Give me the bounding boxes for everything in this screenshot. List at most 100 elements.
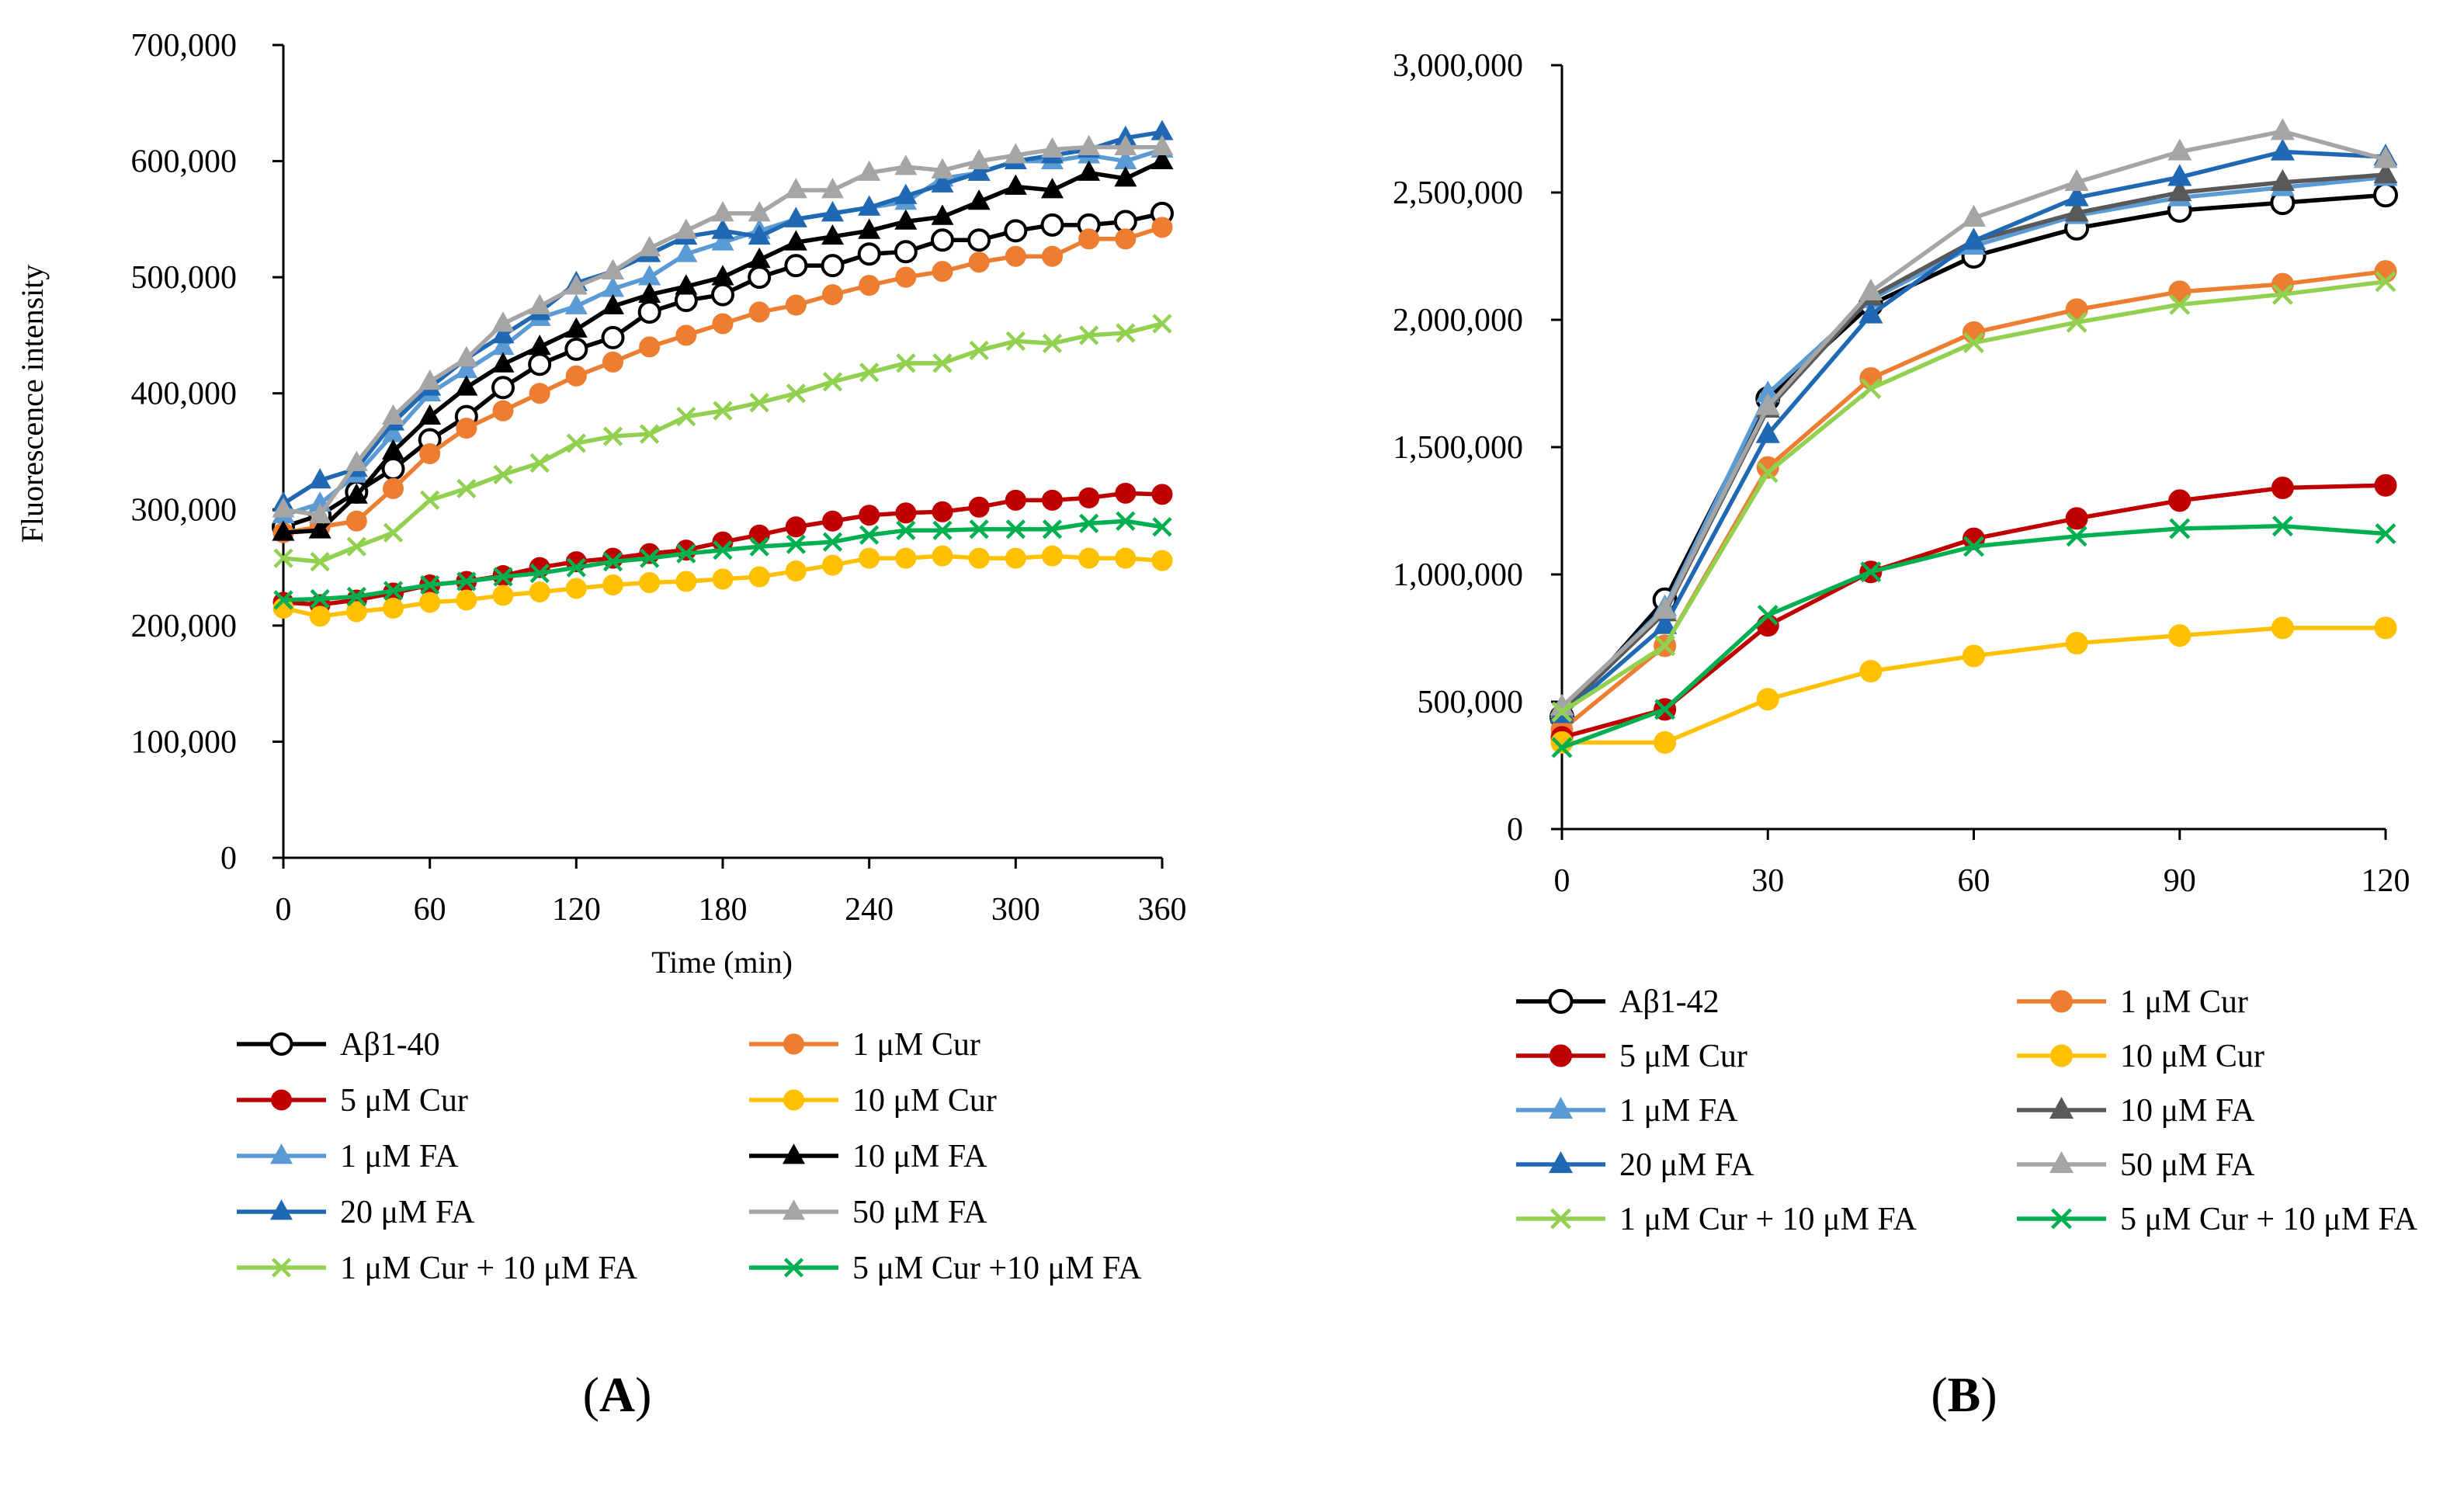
panel-a-data-point [969, 340, 989, 361]
panel-a-series-line [283, 321, 1163, 564]
panel-a-data-point [1079, 513, 1099, 533]
panel-b-legend-label: 10 μM Cur [2120, 1039, 2264, 1074]
panel-a-y-tick-label: 600,000 [131, 144, 238, 180]
panel-b-data-point [2066, 526, 2087, 547]
panel-a-series-9 [273, 511, 1172, 610]
panel-b-data-point [2065, 298, 2088, 321]
panel-a-data-point [272, 520, 295, 541]
panel-b-data-point [1963, 332, 1984, 354]
panel-b-legend-item: 10 μM Cur [2017, 1039, 2264, 1074]
panel-a-data-point [748, 265, 772, 290]
panel-a-data-point [785, 294, 807, 316]
panel-b-x-tick-label: 90 [2164, 863, 2196, 899]
panel-a-legend-item: 5 μM Cur [237, 1083, 468, 1119]
panel-a-data-point [456, 589, 477, 611]
panel-a-data-point [383, 597, 404, 619]
panel-a-data-point [602, 551, 623, 572]
panel-a-data-point [1150, 134, 1174, 156]
panel-a-data-point [896, 353, 916, 373]
panel-a-data-point [967, 160, 991, 181]
panel-a-x-tick-label: 60 [414, 892, 446, 928]
panel-a-data-point [858, 160, 881, 181]
panel-a-data-point [749, 393, 769, 413]
panel-a-data-point [310, 588, 330, 609]
panel-a-data-point [1079, 325, 1099, 345]
panel-a-data-point [1042, 519, 1063, 540]
panel-a-x-tick-label: 360 [1138, 892, 1187, 928]
panel-b-data-point [2271, 616, 2294, 640]
panel-b-data-point [1653, 596, 1678, 619]
panel-a-series-7 [272, 134, 1174, 524]
panel-b-legend-label: 5 μM Cur [1619, 1039, 1747, 1074]
panel-b-series-9 [1551, 515, 2396, 758]
panel-a-data-point [640, 424, 660, 444]
panel-a-data-point [564, 317, 588, 338]
panel-a-data-point [491, 323, 515, 344]
panel-b-legend-marker [2049, 1151, 2074, 1174]
panel-a-axes: 0 100,000 200,000 300,000 400,000 500,000 600,… [131, 28, 1187, 928]
panel-a-data-point [456, 571, 477, 592]
panel-b-legend-label: 1 μM Cur + 10 μM FA [1619, 1202, 1917, 1237]
panel-a-data-point [675, 241, 698, 262]
panel-a-data-point [784, 206, 807, 227]
panel-b-data-point [2373, 182, 2398, 208]
panel-b-data-point [1551, 701, 1573, 723]
panel-a-data-point [528, 293, 551, 314]
panel-b-series-1 [1550, 260, 2397, 741]
panel-b-data-point [2270, 138, 2295, 161]
panel-b-data-point [2373, 146, 2398, 168]
panel-a-data-point [711, 230, 734, 251]
panel-a-data-point [749, 536, 769, 557]
panel-a-data-point [676, 406, 696, 427]
panel-a-data-point [345, 483, 368, 504]
panel-a-data-point [308, 518, 331, 539]
panel-b-chart: 0 500,000 1,000,000 1,500,000 2,000,000 2,500… [1393, 48, 2418, 1422]
panel-a-data-point [273, 590, 293, 610]
panel-a-data-point [638, 235, 661, 257]
panel-a-data-point [676, 543, 696, 564]
panel-a-series-8 [273, 314, 1172, 572]
panel-a-data-point [382, 404, 404, 425]
panel-b-data-point [1654, 699, 1676, 720]
panel-a-data-point [1005, 547, 1026, 569]
panel-a-data-point [420, 490, 440, 510]
panel-a-data-point [1004, 143, 1027, 164]
panel-a-legend-item: 10 μM Cur [749, 1083, 997, 1119]
panel-a-data-point [418, 404, 442, 425]
panel-a-data-point [748, 301, 770, 323]
panel-a-legend-marker [270, 1143, 293, 1164]
panel-a-data-point [932, 520, 953, 540]
panel-b-data-point [1756, 456, 1779, 479]
panel-a-data-point [1151, 217, 1173, 238]
panel-a-data-point [859, 275, 880, 297]
panel-a-data-point [932, 353, 953, 373]
panel-a-data-point [967, 189, 991, 210]
panel-a-data-point [895, 266, 917, 288]
panel-a-legend-item: 1 μM Cur [749, 1027, 980, 1063]
panel-a-data-point [455, 345, 478, 367]
panel-a-data-point [675, 540, 697, 561]
panel-a-x-tick-label: 0 [276, 892, 292, 928]
panel-a-data-point [1152, 314, 1172, 334]
panel-a-data-point [821, 201, 844, 222]
panel-a-data-point [713, 401, 733, 421]
panel-a-data-point [1005, 331, 1026, 352]
panel-a-data-point [491, 311, 515, 332]
panel-a-legend-marker [783, 1258, 804, 1278]
panel-a-data-point [345, 601, 367, 623]
panel-a-data-point [711, 265, 734, 286]
panel-a-data-point [1115, 228, 1137, 250]
panel-a-data-point [821, 178, 844, 199]
panel-b-data-point [1654, 730, 1677, 754]
panel-a-data-point [308, 502, 331, 524]
panel-a-data-point [1152, 517, 1172, 537]
panel-a-data-point [784, 230, 807, 251]
panel-b-series-2 [1550, 474, 2397, 749]
panel-b-y-tick-label: 2,000,000 [1393, 303, 1523, 338]
panel-b-data-point [1963, 644, 1985, 668]
panel-b-legend-marker [1550, 1044, 1572, 1067]
panel-a-legend-label: 10 μM Cur [852, 1083, 997, 1119]
panel-b-data-point [2066, 311, 2087, 333]
panel-a-data-point [1150, 148, 1174, 169]
panel-a-data-point [1004, 174, 1027, 195]
